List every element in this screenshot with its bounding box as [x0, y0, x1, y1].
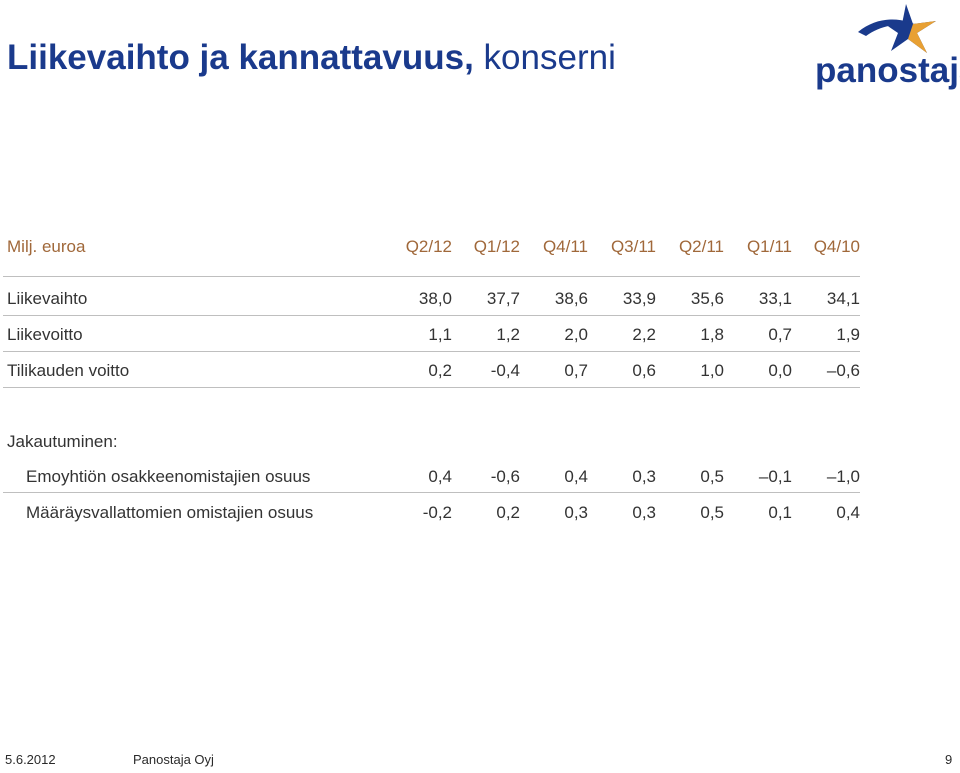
table-cell: 0,3	[564, 503, 588, 522]
table-cell: 1,9	[836, 325, 860, 344]
column-header: Q3/11	[610, 237, 656, 256]
table-cell: 0,2	[496, 503, 520, 522]
breakdown-label: Jakautuminen:	[7, 432, 118, 451]
table-cell: -0,4	[490, 361, 520, 380]
row-label: Määräysvallattomien omistajien osuus	[26, 503, 314, 522]
panostaja-logo-graphic: panostaja	[815, 4, 960, 90]
table-rule	[3, 492, 860, 493]
logo-wordmark: panostaja	[815, 51, 960, 90]
table-rule	[3, 276, 860, 277]
table-cell: 0,3	[632, 467, 656, 486]
row-label: Emoyhtiön osakkeenomistajien osuus	[26, 467, 311, 486]
table-rule	[3, 315, 860, 316]
page-title: Liikevaihto ja kannattavuus, konserni	[7, 40, 616, 75]
table-cell: 0,7	[768, 325, 792, 344]
table-cell: 2,2	[632, 325, 656, 344]
panostaja-logo: panostaja	[814, 4, 960, 96]
table-rule	[3, 351, 860, 352]
table-cell: 33,1	[758, 289, 792, 308]
table-cell: 1,1	[428, 325, 452, 344]
column-header: Q2/11	[678, 237, 724, 256]
table-cell: -0,6	[490, 467, 520, 486]
column-header: Q1/12	[473, 237, 520, 256]
table-cell: 0,4	[836, 503, 860, 522]
table-cell: 0,6	[632, 361, 656, 380]
table-cell: 0,4	[564, 467, 588, 486]
table-rule	[3, 387, 860, 388]
table-cell: 0,5	[700, 503, 724, 522]
table-cell: 1,0	[700, 361, 724, 380]
row-label: Liikevoitto	[7, 325, 83, 344]
table-cell: 38,6	[554, 289, 588, 308]
footer-date: 5.6.2012	[5, 752, 56, 767]
table-cell: 1,2	[496, 325, 520, 344]
unit-label: Milj. euroa	[7, 237, 86, 256]
column-header: Q4/10	[813, 237, 860, 256]
table-cell: 34,1	[826, 289, 860, 308]
footer-page-number: 9	[945, 752, 953, 767]
column-header: Q1/11	[746, 237, 792, 256]
column-header: Q4/11	[542, 237, 588, 256]
table-cell: 0,0	[768, 361, 792, 380]
table-cell: 0,3	[632, 503, 656, 522]
column-header: Q2/12	[405, 237, 452, 256]
table-cell: 33,9	[622, 289, 656, 308]
table-cell: -0,2	[422, 503, 452, 522]
table-cell: 2,0	[564, 325, 588, 344]
page-title-main: Liikevaihto ja kannattavuus,	[7, 38, 474, 77]
table-cell: 0,4	[428, 467, 452, 486]
row-label: Liikevaihto	[7, 289, 88, 308]
table-cell: 37,7	[486, 289, 520, 308]
table-cell: –1,0	[826, 467, 860, 486]
table-cell: 0,2	[428, 361, 452, 380]
table-cell: –0,6	[826, 361, 860, 380]
footer-company: Panostaja Oyj	[133, 752, 214, 767]
logo-star-orange	[908, 21, 936, 53]
row-label: Tilikauden voitto	[7, 361, 130, 380]
table-cell: 0,5	[700, 467, 724, 486]
logo-star-blue	[882, 4, 936, 53]
page-title-sub: konserni	[483, 38, 616, 77]
table-cell: 35,6	[690, 289, 724, 308]
table-cell: 1,8	[700, 325, 724, 344]
table-cell: 0,7	[564, 361, 588, 380]
table-cell: 0,1	[768, 503, 792, 522]
table-cell: –0,1	[758, 467, 792, 486]
table-cell: 38,0	[418, 289, 452, 308]
